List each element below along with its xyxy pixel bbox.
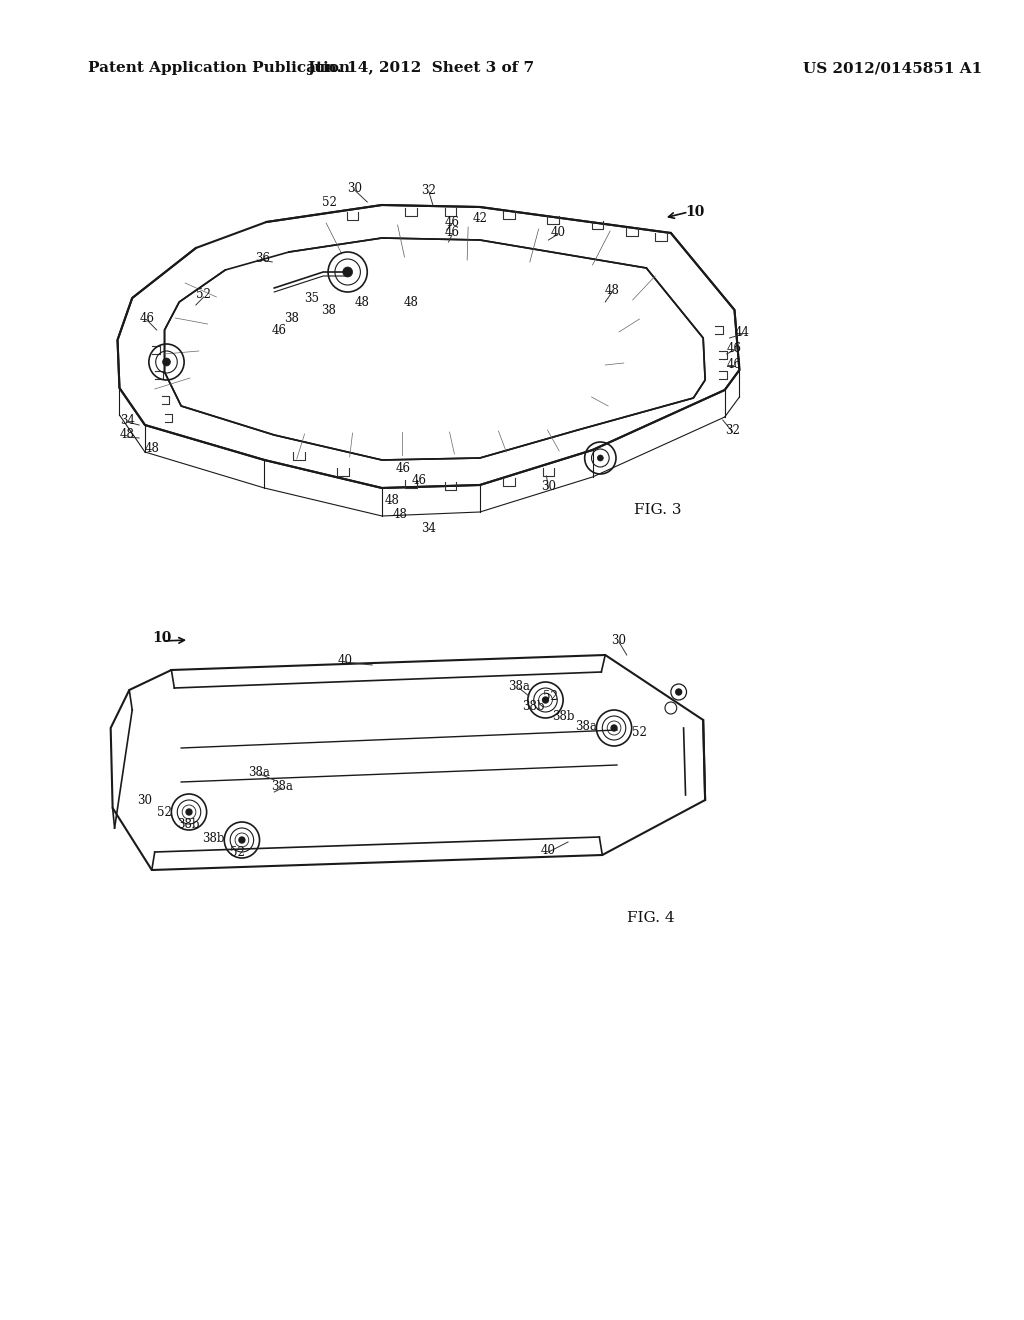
Text: 30: 30 — [541, 479, 556, 492]
Text: 52: 52 — [322, 195, 337, 209]
Text: 52: 52 — [197, 289, 211, 301]
Text: 48: 48 — [355, 296, 370, 309]
Circle shape — [597, 455, 603, 461]
Text: FIG. 4: FIG. 4 — [628, 911, 675, 925]
Text: 38b: 38b — [203, 832, 224, 845]
Text: 46: 46 — [727, 358, 742, 371]
Text: 46: 46 — [139, 312, 155, 325]
Text: 52: 52 — [543, 689, 558, 702]
Text: 46: 46 — [727, 342, 742, 355]
Text: 10: 10 — [152, 631, 171, 645]
Text: 48: 48 — [604, 284, 620, 297]
Text: 38a: 38a — [574, 719, 597, 733]
Text: 35: 35 — [304, 292, 318, 305]
Text: 52: 52 — [157, 805, 172, 818]
Text: 40: 40 — [541, 843, 556, 857]
Text: 32: 32 — [422, 183, 436, 197]
Text: 34: 34 — [120, 413, 135, 426]
Text: 40: 40 — [551, 226, 565, 239]
Circle shape — [676, 689, 682, 696]
Circle shape — [343, 267, 352, 277]
Circle shape — [543, 697, 549, 704]
Text: 38b: 38b — [522, 700, 545, 713]
Text: 46: 46 — [445, 226, 460, 239]
Text: Jun. 14, 2012  Sheet 3 of 7: Jun. 14, 2012 Sheet 3 of 7 — [307, 61, 535, 75]
Text: 30: 30 — [611, 634, 627, 647]
Circle shape — [186, 809, 191, 814]
Text: 42: 42 — [472, 211, 487, 224]
Text: US 2012/0145851 A1: US 2012/0145851 A1 — [803, 61, 982, 75]
Text: Patent Application Publication: Patent Application Publication — [88, 61, 350, 75]
Text: 10: 10 — [686, 205, 705, 219]
Text: 32: 32 — [725, 424, 740, 437]
Text: 38: 38 — [321, 304, 336, 317]
Text: 46: 46 — [396, 462, 411, 474]
Text: 38a: 38a — [271, 780, 293, 792]
Text: 48: 48 — [120, 429, 135, 441]
Text: 48: 48 — [384, 494, 399, 507]
Text: 38a: 38a — [249, 766, 270, 779]
Circle shape — [163, 358, 170, 366]
Text: 46: 46 — [412, 474, 427, 487]
Text: 52: 52 — [229, 846, 245, 858]
Text: 38b: 38b — [177, 817, 200, 830]
Circle shape — [239, 837, 245, 843]
Text: 40: 40 — [337, 653, 352, 667]
Text: 46: 46 — [271, 323, 287, 337]
Text: 38b: 38b — [552, 710, 574, 722]
Circle shape — [611, 725, 617, 731]
Text: 30: 30 — [137, 793, 153, 807]
Text: FIG. 3: FIG. 3 — [635, 503, 682, 517]
Text: 38: 38 — [285, 312, 299, 325]
Text: 48: 48 — [144, 441, 160, 454]
Text: 48: 48 — [392, 507, 407, 520]
Text: 30: 30 — [347, 181, 362, 194]
Text: 38a: 38a — [508, 680, 530, 693]
Text: 44: 44 — [735, 326, 750, 338]
Text: 48: 48 — [403, 296, 419, 309]
Text: 52: 52 — [632, 726, 647, 738]
Text: 34: 34 — [422, 521, 436, 535]
Text: 46: 46 — [445, 215, 460, 228]
Text: 36: 36 — [255, 252, 270, 264]
